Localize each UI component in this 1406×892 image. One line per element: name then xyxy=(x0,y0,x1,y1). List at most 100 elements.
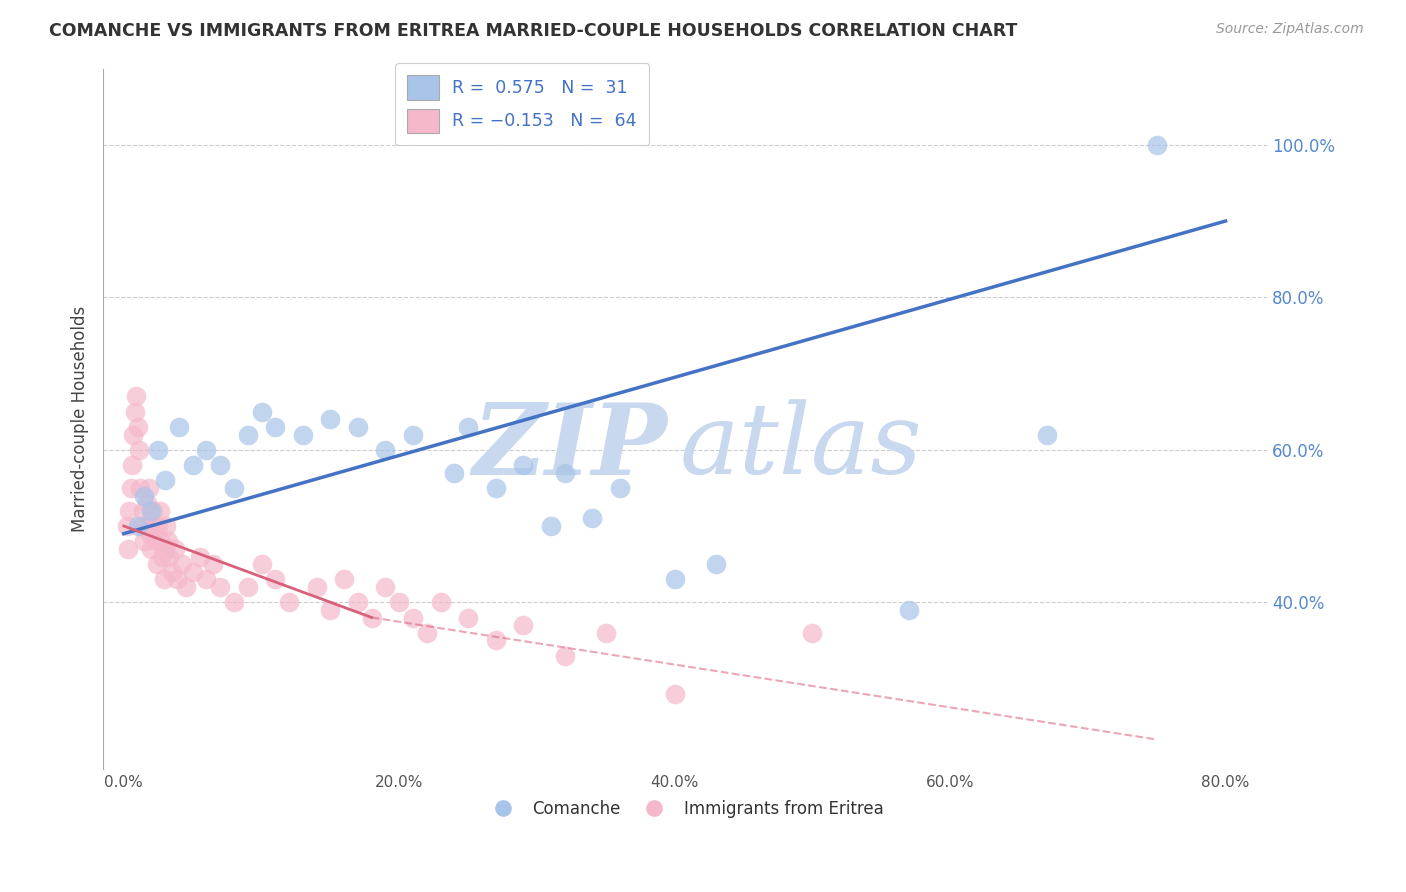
Text: Source: ZipAtlas.com: Source: ZipAtlas.com xyxy=(1216,22,1364,37)
Point xyxy=(141,504,163,518)
Point xyxy=(333,573,356,587)
Point xyxy=(127,519,149,533)
Point xyxy=(485,633,508,648)
Point xyxy=(374,580,396,594)
Point xyxy=(195,573,218,587)
Legend: Comanche, Immigrants from Eritrea: Comanche, Immigrants from Eritrea xyxy=(479,794,891,825)
Point xyxy=(146,557,169,571)
Point xyxy=(360,610,382,624)
Point xyxy=(209,458,232,472)
Point xyxy=(457,420,479,434)
Point xyxy=(704,557,727,571)
Point xyxy=(512,458,534,472)
Point xyxy=(402,610,425,624)
Point xyxy=(553,466,575,480)
Point xyxy=(125,389,148,403)
Point xyxy=(134,534,156,549)
Point xyxy=(138,481,160,495)
Point xyxy=(443,466,465,480)
Point xyxy=(553,648,575,663)
Point xyxy=(188,549,211,564)
Point xyxy=(664,687,686,701)
Point xyxy=(250,557,273,571)
Point xyxy=(153,541,176,556)
Point xyxy=(127,420,149,434)
Point xyxy=(131,519,153,533)
Point xyxy=(319,603,342,617)
Point xyxy=(153,473,176,487)
Point xyxy=(174,580,197,594)
Point xyxy=(264,573,287,587)
Point xyxy=(142,504,165,518)
Point xyxy=(512,618,534,632)
Point xyxy=(148,442,170,457)
Point xyxy=(540,519,562,533)
Point xyxy=(402,427,425,442)
Point xyxy=(135,519,157,533)
Point xyxy=(143,519,166,533)
Point xyxy=(122,427,145,442)
Point xyxy=(1035,427,1057,442)
Text: COMANCHE VS IMMIGRANTS FROM ERITREA MARRIED-COUPLE HOUSEHOLDS CORRELATION CHART: COMANCHE VS IMMIGRANTS FROM ERITREA MARR… xyxy=(49,22,1018,40)
Point xyxy=(374,442,396,457)
Point xyxy=(581,511,603,525)
Point xyxy=(181,565,204,579)
Point xyxy=(129,481,152,495)
Point xyxy=(222,595,245,609)
Point xyxy=(152,573,174,587)
Point xyxy=(148,519,170,533)
Point xyxy=(278,595,301,609)
Point xyxy=(291,427,314,442)
Point xyxy=(149,534,172,549)
Point xyxy=(155,519,177,533)
Point xyxy=(202,557,225,571)
Text: ZIP: ZIP xyxy=(472,399,668,496)
Point xyxy=(136,496,159,510)
Point xyxy=(149,504,172,518)
Point xyxy=(156,534,179,549)
Point xyxy=(124,404,146,418)
Point xyxy=(388,595,411,609)
Point xyxy=(150,549,173,564)
Point xyxy=(167,420,190,434)
Point xyxy=(319,412,342,426)
Point xyxy=(157,549,180,564)
Point xyxy=(120,481,142,495)
Point xyxy=(222,481,245,495)
Point xyxy=(485,481,508,495)
Point xyxy=(347,420,370,434)
Point xyxy=(897,603,920,617)
Point xyxy=(1146,137,1168,152)
Text: atlas: atlas xyxy=(679,400,922,495)
Y-axis label: Married-couple Households: Married-couple Households xyxy=(72,306,89,533)
Point xyxy=(264,420,287,434)
Point xyxy=(609,481,631,495)
Point xyxy=(139,526,162,541)
Point xyxy=(132,504,155,518)
Point xyxy=(595,625,617,640)
Point xyxy=(145,534,167,549)
Point xyxy=(163,541,186,556)
Point xyxy=(121,458,143,472)
Point xyxy=(166,573,188,587)
Point xyxy=(160,565,183,579)
Point xyxy=(801,625,824,640)
Point xyxy=(141,541,163,556)
Point xyxy=(115,519,138,533)
Point xyxy=(195,442,218,457)
Point xyxy=(236,427,259,442)
Point xyxy=(181,458,204,472)
Point xyxy=(236,580,259,594)
Point xyxy=(347,595,370,609)
Point xyxy=(134,489,156,503)
Point xyxy=(209,580,232,594)
Point xyxy=(118,504,141,518)
Point xyxy=(416,625,439,640)
Point xyxy=(117,541,139,556)
Point xyxy=(429,595,451,609)
Point xyxy=(664,573,686,587)
Point xyxy=(128,442,150,457)
Point xyxy=(170,557,193,571)
Point xyxy=(457,610,479,624)
Point xyxy=(250,404,273,418)
